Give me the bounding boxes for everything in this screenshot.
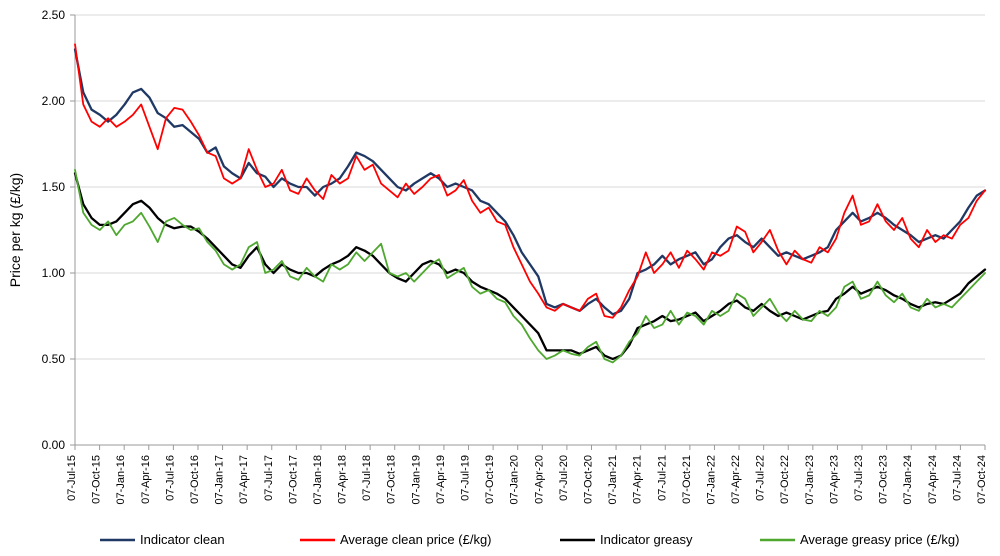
x-tick-label: 07-Oct-22 bbox=[779, 455, 791, 504]
x-tick-label: 07-Jan-24 bbox=[902, 455, 914, 505]
y-tick-label: 1.00 bbox=[42, 266, 66, 280]
x-tick-label: 07-Apr-20 bbox=[533, 455, 545, 504]
x-tick-label: 07-Oct-15 bbox=[91, 455, 103, 504]
chart-svg: 0.00 0.50 1.00 1.50 2.00 2.50 Price per kg (£/… bbox=[0, 0, 1000, 556]
x-tick-label: 07-Jan-18 bbox=[312, 455, 324, 505]
x-tick-label: 07-Oct-19 bbox=[484, 455, 496, 504]
x-tick-label: 07-Apr-16 bbox=[140, 455, 152, 504]
x-tick-label: 07-Jan-17 bbox=[214, 455, 226, 505]
x-tick-label: 07-Jan-22 bbox=[705, 455, 717, 505]
x-tick-label: 07-Oct-16 bbox=[189, 455, 201, 504]
x-tick-label: 07-Jul-16 bbox=[164, 455, 176, 501]
x-tick-label: 07-Jul-15 bbox=[66, 455, 78, 501]
price-line-chart: 0.00 0.50 1.00 1.50 2.00 2.50 Price per kg (£/… bbox=[0, 0, 1000, 556]
x-tick-label: 07-Apr-22 bbox=[730, 455, 742, 504]
x-tick-label: 07-Apr-24 bbox=[927, 455, 939, 504]
x-tick-label: 07-Jul-17 bbox=[263, 455, 275, 501]
y-tick-label: 0.00 bbox=[42, 438, 66, 452]
x-tick-label: 07-Jan-21 bbox=[607, 455, 619, 505]
x-tick-label: 07-Jul-22 bbox=[755, 455, 767, 501]
legend-label: Average clean price (£/kg) bbox=[340, 532, 492, 547]
legend-label: Indicator clean bbox=[140, 532, 225, 547]
x-tick-label: 07-Jul-23 bbox=[853, 455, 865, 501]
y-tick-label: 1.50 bbox=[42, 180, 66, 194]
x-tick-label: 07-Oct-24 bbox=[976, 455, 988, 504]
x-tick-label: 07-Jul-20 bbox=[558, 455, 570, 501]
x-tick-label: 07-Jan-16 bbox=[115, 455, 127, 505]
x-tick-label: 07-Jul-24 bbox=[951, 455, 963, 501]
y-tick-label: 2.00 bbox=[42, 94, 66, 108]
y-axis-title: Price per kg (£/kg) bbox=[7, 173, 23, 287]
x-tick-label: 07-Apr-23 bbox=[828, 455, 840, 504]
x-tick-label: 07-Apr-17 bbox=[238, 455, 250, 504]
x-tick-label: 07-Apr-21 bbox=[632, 455, 644, 504]
legend-label: Average greasy price (£/kg) bbox=[800, 532, 959, 547]
legend-label: Indicator greasy bbox=[600, 532, 693, 547]
x-tick-label: 07-Jan-20 bbox=[509, 455, 521, 505]
x-tick-label: 07-Jul-18 bbox=[361, 455, 373, 501]
x-tick-label: 07-Oct-21 bbox=[681, 455, 693, 504]
x-tick-label: 07-Jul-19 bbox=[460, 455, 472, 501]
series-indicator-clean bbox=[75, 49, 985, 314]
x-tick-label: 07-Oct-17 bbox=[287, 455, 299, 504]
y-tick-label: 2.50 bbox=[42, 8, 66, 22]
series-average-clean-price-kg- bbox=[75, 44, 985, 317]
y-tick-label: 0.50 bbox=[42, 352, 66, 366]
x-tick-label: 07-Jan-19 bbox=[410, 455, 422, 505]
x-tick-label: 07-Oct-18 bbox=[386, 455, 398, 504]
x-tick-label: 07-Jul-21 bbox=[656, 455, 668, 501]
x-tick-label: 07-Apr-19 bbox=[435, 455, 447, 504]
x-tick-label: 07-Jan-23 bbox=[804, 455, 816, 505]
x-tick-label: 07-Oct-20 bbox=[582, 455, 594, 504]
x-tick-label: 07-Apr-18 bbox=[337, 455, 349, 504]
x-tick-label: 07-Oct-23 bbox=[878, 455, 890, 504]
